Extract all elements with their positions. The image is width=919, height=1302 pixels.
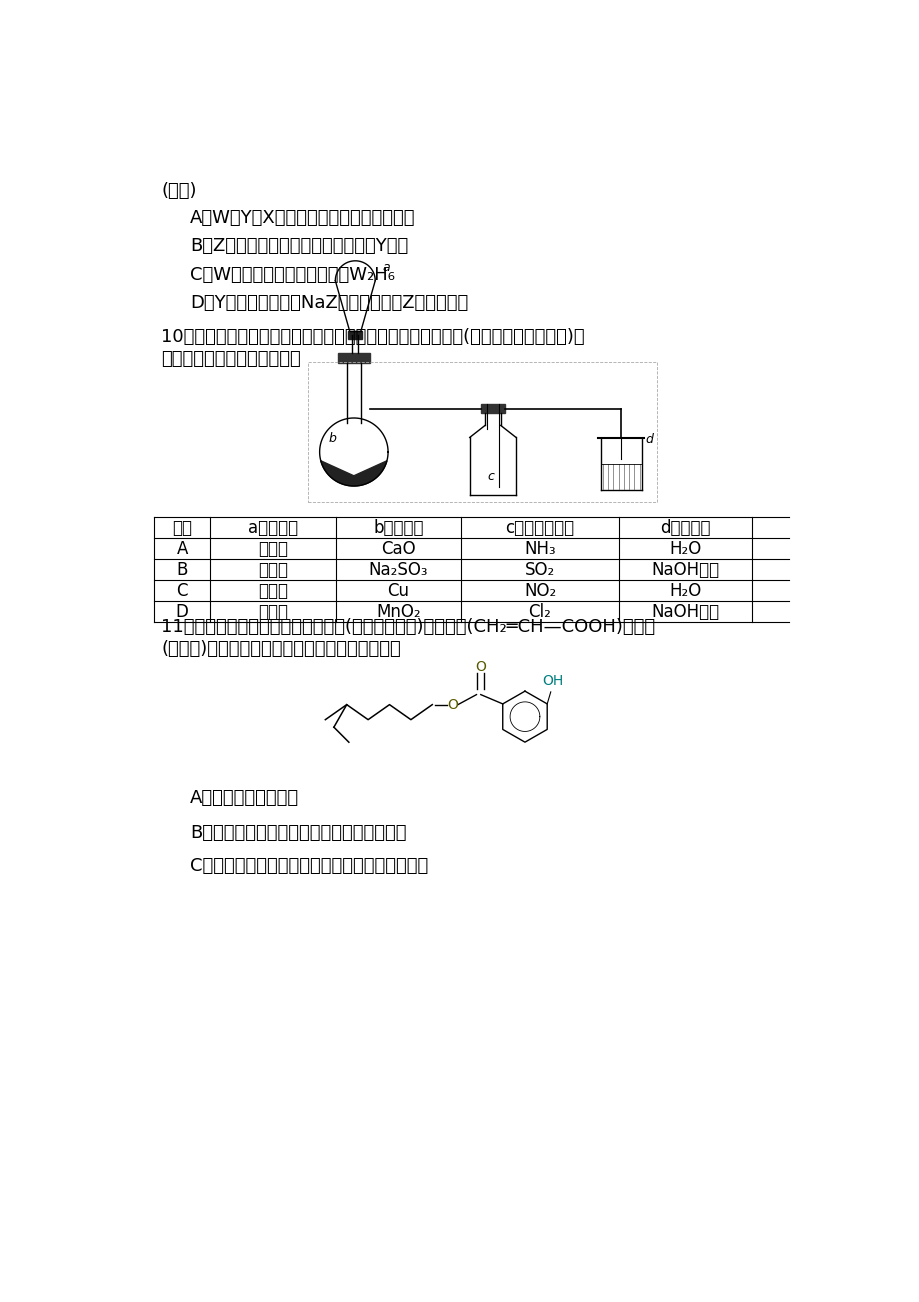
Text: 11．某防晕产品中含水杨酸乙基己酯(结构简式如图)、丙烯酸(CH₂═CH—COOH)、甘油: 11．某防晕产品中含水杨酸乙基己酯(结构简式如图)、丙烯酸(CH₂═CH—COO… [161,618,654,637]
Text: C．水杨酸乙基己酯结构中所有的碳原子均可共面: C．水杨酸乙基己酯结构中所有的碳原子均可共面 [189,857,427,875]
Text: O: O [475,660,485,673]
Text: 浓盐酸: 浓盐酸 [257,603,288,621]
Text: b中的物质: b中的物质 [373,518,424,536]
Text: Na₂SO₃: Na₂SO₃ [369,561,428,579]
Text: O: O [447,698,457,712]
Text: Cu: Cu [387,582,409,600]
Text: NH₃: NH₃ [524,540,555,557]
Text: Cl₂: Cl₂ [528,603,550,621]
Text: d: d [645,434,652,447]
Text: CaO: CaO [380,540,415,557]
Text: b: b [329,432,336,445]
Text: A: A [176,540,187,557]
Text: SO₂: SO₂ [525,561,554,579]
Text: 10．实验室中某些气体的制取、收集及尾气处理装置如图所示(省略夹持和净化装置)，: 10．实验室中某些气体的制取、收集及尾气处理装置如图所示(省略夹持和净化装置)， [161,328,584,346]
Text: (丙三醇)、水等物质。下列说法错误的是（　　）: (丙三醇)、水等物质。下列说法错误的是（ ） [161,641,401,659]
Text: H₂O: H₂O [668,540,700,557]
Text: 浓氨水: 浓氨水 [257,540,288,557]
Text: B．Z元素的气态氢化物的热稳定性比Y的強: B．Z元素的气态氢化物的热稳定性比Y的強 [189,237,408,255]
Text: A．W、Y、X三种元素的原子半径依次减小: A．W、Y、X三种元素的原子半径依次减小 [189,210,414,228]
Text: (　　): ( ) [161,182,197,201]
Text: 浓硫酸: 浓硫酸 [257,561,288,579]
Polygon shape [338,353,369,363]
Text: 选项: 选项 [172,518,192,536]
Text: D: D [176,603,188,621]
Text: c中收集的气体: c中收集的气体 [505,518,574,536]
Text: C．W元素与氢元素可能会形成W₂H₆: C．W元素与氢元素可能会形成W₂H₆ [189,266,394,284]
Polygon shape [321,461,387,486]
Text: NaOH溶液: NaOH溶液 [651,603,719,621]
Text: D．Y元素的单质能从NaZ溶液中置换出Z元素的单质: D．Y元素的单质能从NaZ溶液中置换出Z元素的单质 [189,294,468,311]
Text: C: C [176,582,187,600]
Text: d中的物质: d中的物质 [660,518,709,536]
Text: A．甘油具有保湿作用: A．甘油具有保湿作用 [189,789,299,807]
Text: 下列选项中正确的是（　　）: 下列选项中正确的是（ ） [161,350,301,367]
Text: B．水杨酸乙基己酯苯环上的一氯代物有四种: B．水杨酸乙基己酯苯环上的一氯代物有四种 [189,824,406,842]
Polygon shape [481,405,505,414]
Text: 浓稀酸: 浓稀酸 [257,582,288,600]
Text: NO₂: NO₂ [523,582,556,600]
Text: NaOH溶液: NaOH溶液 [651,561,719,579]
Text: H₂O: H₂O [668,582,700,600]
Text: OH: OH [541,674,563,687]
Text: MnO₂: MnO₂ [376,603,420,621]
Text: c: c [487,470,494,483]
Polygon shape [347,331,362,339]
Text: a: a [382,260,390,273]
Text: B: B [176,561,187,579]
Text: a中的物质: a中的物质 [247,518,298,536]
